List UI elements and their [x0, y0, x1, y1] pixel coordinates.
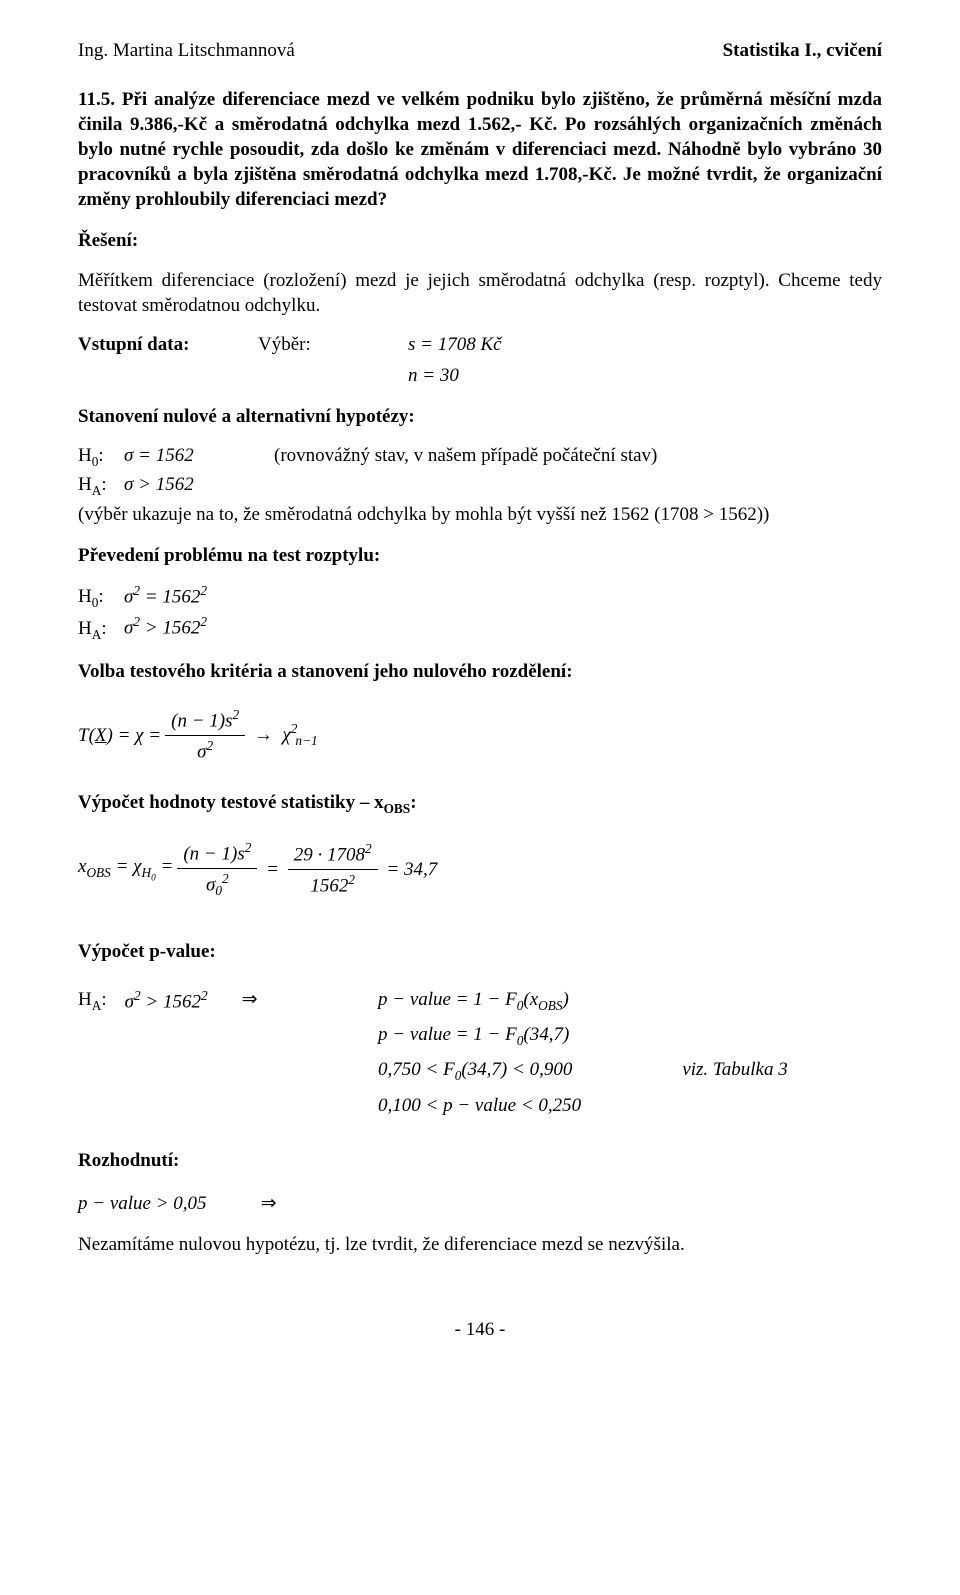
criterion-formula: T(X) = χ = (n − 1)s2 σ2 → χ2n−1: [78, 706, 882, 764]
xobs-eq1: =: [261, 857, 283, 882]
input-n-value: n = 30: [408, 363, 502, 388]
decision-condition-row: p − value > 0,05 ⇒: [78, 1191, 882, 1216]
pvalue-heading: Výpočet p-value:: [78, 939, 882, 964]
var-h0-label: H0:: [78, 584, 124, 611]
header-right: Statistika I., cvičení: [723, 38, 882, 63]
var-h0-value: σ2 = 15622: [124, 582, 207, 609]
formula-numerator: (n − 1)s2: [165, 706, 245, 735]
var-ha-value: σ2 > 15622: [124, 613, 207, 640]
input-s-value: s = 1708 Kč: [408, 332, 502, 357]
var-ha-label: HA:: [78, 616, 124, 643]
ha-label: HA:: [78, 472, 124, 499]
xobs-den2: 15622: [304, 870, 361, 898]
xobs-num1: (n − 1)s2: [177, 839, 257, 868]
input-vyber-label: Výběr:: [258, 332, 408, 388]
pvalue-ha-label: HA:: [78, 987, 107, 1014]
pvalue-ha-value: σ2 > 15622: [125, 987, 208, 1014]
pvalue-line3: 0,750 < F0(34,7) < 0,900: [378, 1057, 572, 1084]
pvalue-line1: p − value = 1 − F0(xOBS): [378, 987, 788, 1014]
h0-value: σ = 1562: [124, 443, 274, 468]
input-data-label: Vstupní data:: [78, 332, 258, 388]
formula-lhs: T(X) = χ =: [78, 723, 161, 748]
xobs-heading: Výpočet hodnoty testové statistiky – xOB…: [78, 790, 882, 817]
decision-condition: p − value > 0,05: [78, 1191, 207, 1216]
conclusion-text: Nezamítáme nulovou hypotézu, tj. lze tvr…: [78, 1232, 882, 1257]
pvalue-block: HA: σ2 > 15622 ⇒ p − value = 1 − F0(xOBS…: [78, 987, 882, 1118]
pvalue-arrow: ⇒: [242, 987, 258, 1012]
table-reference: viz. Tabulka 3: [682, 1057, 787, 1084]
page-header: Ing. Martina Litschmannová Statistika I.…: [78, 38, 882, 63]
xobs-lhs: xOBS = χH0 =: [78, 854, 173, 885]
header-left: Ing. Martina Litschmannová: [78, 38, 295, 63]
xobs-formula: xOBS = χH0 = (n − 1)s2 σ02 = 29 · 17082 …: [78, 839, 882, 899]
hypotheses-heading: Stanovení nulové a alternativní hypotézy…: [78, 404, 882, 429]
variance-test-heading: Převedení problému na test rozptylu:: [78, 543, 882, 568]
xobs-den1: σ02: [200, 869, 235, 900]
page-number: - 146 -: [78, 1317, 882, 1342]
h0-label: H0:: [78, 443, 124, 470]
xobs-result: = 34,7: [382, 857, 438, 882]
criterion-heading: Volba testového kritéria a stanovení jeh…: [78, 659, 882, 684]
problem-statement: 11.5. Při analýze diferenciace mezd ve v…: [78, 87, 882, 212]
intro-text: Měřítkem diferenciace (rozložení) mezd j…: [78, 268, 882, 318]
pvalue-line2: p − value = 1 − F0(34,7): [378, 1022, 788, 1049]
pvalue-line4: 0,100 < p − value < 0,250: [378, 1093, 788, 1118]
xobs-num2: 29 · 17082: [288, 840, 378, 869]
h0-note: (rovnovážný stav, v našem případě počáte…: [274, 443, 657, 468]
variance-hyp-block: H0: σ2 = 15622 HA: σ2 > 15622: [78, 582, 882, 643]
decision-arrow: ⇒: [261, 1191, 277, 1216]
formula-denominator: σ2: [191, 736, 219, 764]
hypotheses-explain: (výběr ukazuje na to, že směrodatná odch…: [78, 502, 882, 527]
ha-value: σ > 1562: [124, 472, 274, 497]
input-data-row: Vstupní data: Výběr: s = 1708 Kč n = 30: [78, 332, 882, 388]
decision-heading: Rozhodnutí:: [78, 1148, 882, 1173]
solution-label: Řešení:: [78, 228, 882, 253]
formula-rhs: → χ2n−1: [249, 720, 318, 750]
hypotheses-block: H0: σ = 1562 (rovnovážný stav, v našem p…: [78, 443, 882, 527]
